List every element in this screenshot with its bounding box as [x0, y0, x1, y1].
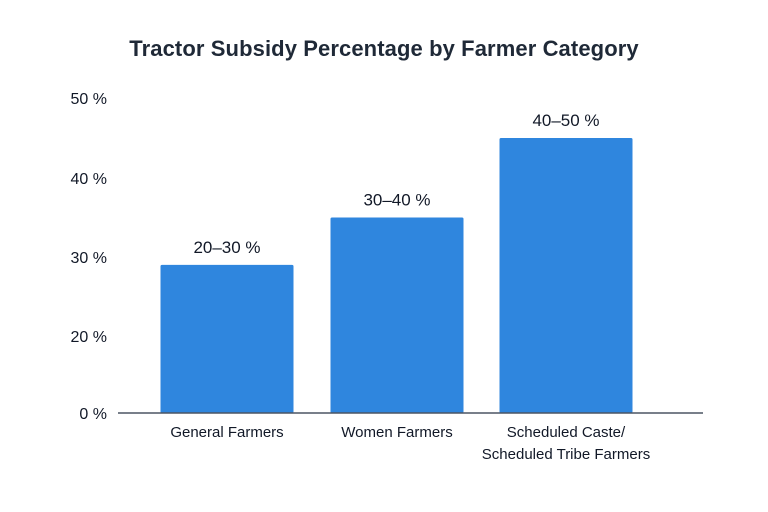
y-tick-label: 0 % [79, 406, 107, 423]
x-tick-label: Scheduled Caste/ [507, 424, 626, 441]
data-label: 20–30 % [193, 238, 260, 257]
y-tick-label: 20 % [71, 329, 107, 346]
x-tick-label: General Farmers [170, 424, 283, 441]
bar [160, 264, 294, 413]
data-label: 40–50 % [532, 111, 599, 130]
chart-title: Tractor Subsidy Percentage by Farmer Cat… [129, 36, 639, 61]
y-tick-label: 50 % [71, 91, 107, 108]
x-tick-label: Women Farmers [341, 424, 452, 441]
y-tick-label: 30 % [71, 250, 107, 267]
bar [499, 138, 633, 413]
x-tick-label: Scheduled Tribe Farmers [482, 446, 650, 463]
data-label: 30–40 % [363, 191, 430, 210]
bar [330, 217, 464, 413]
y-tick-label: 40 % [71, 171, 107, 188]
